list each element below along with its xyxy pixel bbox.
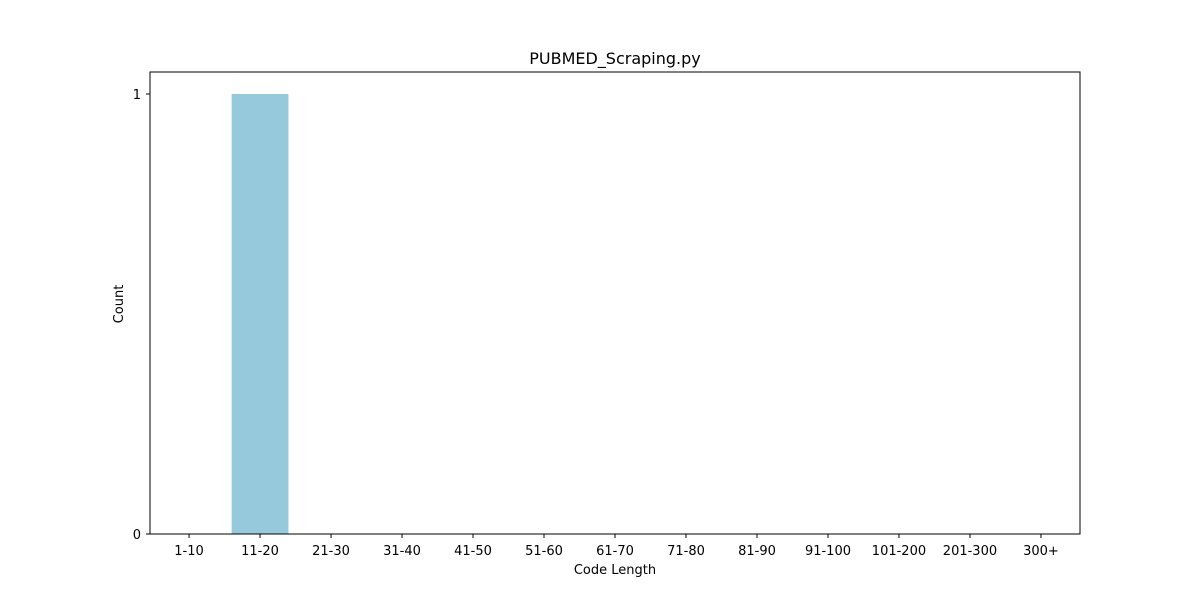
x-tick-label: 300+ xyxy=(1023,544,1059,559)
x-tick-label: 81-90 xyxy=(738,544,776,559)
y-axis-label: Count xyxy=(112,285,127,324)
x-tick-label: 41-50 xyxy=(454,544,492,559)
x-tick-label: 21-30 xyxy=(312,544,350,559)
x-axis-label: Code Length xyxy=(574,563,656,578)
x-tick-label: 201-300 xyxy=(943,544,997,559)
x-tick-label: 61-70 xyxy=(596,544,634,559)
x-axis-ticks: 1-10 11-20 21-30 31-40 41-50 51-60 61-70 71-80 8… xyxy=(174,534,1059,559)
x-tick-label: 51-60 xyxy=(525,544,563,559)
x-tick-label: 11-20 xyxy=(241,544,279,559)
x-tick-label: 101-200 xyxy=(872,544,926,559)
y-tick-label: 0 xyxy=(133,528,141,543)
y-tick-label: 1 xyxy=(133,88,141,103)
bar-11-20 xyxy=(231,94,289,534)
x-tick-label: 1-10 xyxy=(174,544,204,559)
x-tick-label: 31-40 xyxy=(383,544,421,559)
x-tick-label: 71-80 xyxy=(667,544,705,559)
y-axis-ticks: 01 xyxy=(133,88,150,543)
chart-title: PUBMED_Scraping.py xyxy=(529,49,701,69)
bars-layer xyxy=(231,94,289,534)
x-tick-label: 91-100 xyxy=(805,544,851,559)
